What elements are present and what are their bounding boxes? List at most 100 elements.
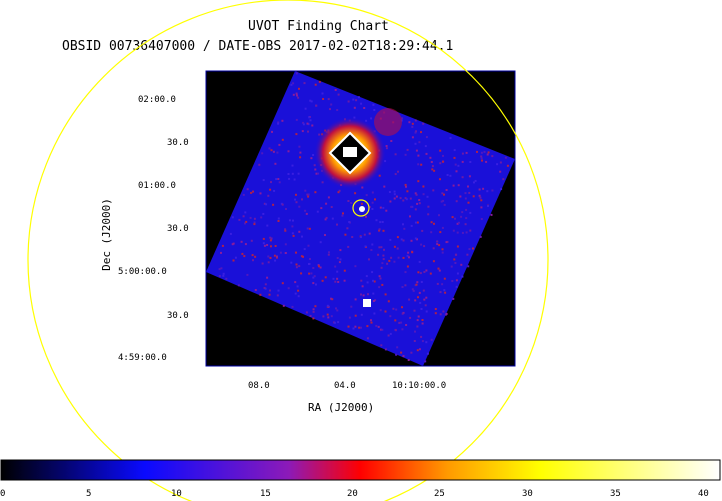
noise-pixel [443, 193, 445, 196]
noise-pixel [400, 351, 403, 354]
noise-pixel [430, 338, 433, 341]
noise-pixel [469, 211, 472, 214]
noise-pixel [277, 122, 280, 125]
noise-pixel [411, 288, 414, 291]
noise-pixel [453, 258, 456, 261]
noise-pixel [307, 195, 310, 198]
noise-pixel [486, 153, 489, 156]
noise-pixel [348, 221, 351, 223]
noise-pixel [405, 324, 408, 326]
noise-pixel [237, 284, 240, 287]
noise-pixel [319, 266, 322, 269]
noise-pixel [487, 205, 489, 207]
noise-pixel [408, 256, 410, 259]
noise-pixel [274, 259, 277, 262]
noise-pixel [381, 328, 384, 331]
noise-pixel [220, 251, 222, 254]
noise-pixel [389, 315, 392, 318]
noise-pixel [297, 172, 300, 175]
noise-pixel [423, 298, 426, 301]
noise-pixel [384, 160, 387, 163]
noise-pixel [347, 245, 350, 248]
noise-pixel [371, 271, 374, 274]
noise-pixel [334, 89, 337, 91]
noise-pixel [298, 230, 301, 233]
target-marker-circle[interactable] [352, 199, 370, 217]
noise-pixel [269, 256, 272, 259]
noise-pixel [284, 252, 287, 254]
noise-pixel [270, 181, 272, 184]
noise-pixel [299, 156, 302, 159]
noise-pixel [387, 334, 390, 337]
noise-pixel [275, 178, 278, 181]
noise-pixel [466, 253, 469, 256]
noise-pixel [397, 170, 399, 173]
noise-pixel [380, 344, 383, 347]
noise-pixel [370, 249, 373, 251]
noise-pixel [377, 253, 380, 256]
noise-pixel [327, 253, 330, 256]
noise-pixel [305, 311, 308, 314]
noise-pixel [467, 265, 470, 268]
noise-pixel [396, 247, 399, 250]
noise-pixel [327, 98, 330, 101]
noise-pixel [442, 199, 445, 202]
noise-pixel [408, 298, 411, 301]
noise-pixel [352, 327, 355, 330]
noise-pixel [414, 192, 417, 195]
noise-pixel [301, 198, 303, 201]
noise-pixel [319, 241, 322, 244]
noise-pixel [312, 267, 315, 269]
noise-pixel [360, 326, 362, 329]
noise-pixel [238, 218, 241, 221]
noise-pixel [325, 216, 328, 219]
noise-pixel [337, 321, 340, 324]
noise-pixel [310, 100, 313, 103]
noise-pixel [426, 195, 429, 198]
noise-pixel [362, 294, 365, 297]
noise-pixel [465, 217, 468, 220]
noise-pixel [290, 83, 293, 86]
noise-pixel [406, 148, 409, 151]
noise-pixel [468, 175, 471, 178]
noise-pixel [313, 164, 316, 167]
noise-pixel [371, 191, 374, 194]
noise-pixel [408, 121, 411, 124]
noise-pixel [496, 163, 499, 166]
noise-pixel [327, 196, 330, 199]
ra-tick-label: 08.0 [248, 381, 270, 391]
noise-pixel [302, 123, 305, 126]
noise-pixel [395, 353, 398, 356]
noise-pixel [360, 236, 362, 239]
noise-pixel [402, 355, 405, 358]
noise-pixel [250, 191, 253, 194]
noise-pixel [457, 164, 460, 167]
noise-pixel [263, 287, 266, 289]
noise-pixel [378, 275, 381, 278]
noise-pixel [499, 161, 502, 164]
noise-pixel [378, 228, 381, 231]
noise-pixel [438, 244, 441, 247]
noise-pixel [282, 304, 285, 307]
noise-pixel [270, 245, 272, 248]
noise-pixel [409, 215, 411, 218]
noise-pixel [360, 202, 363, 205]
noise-pixel [433, 222, 435, 225]
noise-pixel [272, 150, 275, 153]
noise-pixel [499, 170, 502, 173]
noise-pixel [374, 198, 376, 201]
noise-pixel [413, 340, 416, 342]
noise-pixel [487, 151, 490, 154]
noise-pixel [480, 155, 483, 158]
noise-pixel [483, 150, 486, 153]
noise-pixel [325, 202, 328, 205]
noise-pixel [277, 178, 280, 180]
noise-pixel [315, 172, 318, 175]
noise-pixel [333, 321, 336, 324]
noise-pixel [262, 237, 265, 240]
noise-pixel [421, 340, 424, 343]
noise-pixel [432, 260, 435, 263]
noise-pixel [301, 130, 304, 133]
noise-pixel [416, 202, 419, 205]
noise-pixel [262, 179, 265, 182]
